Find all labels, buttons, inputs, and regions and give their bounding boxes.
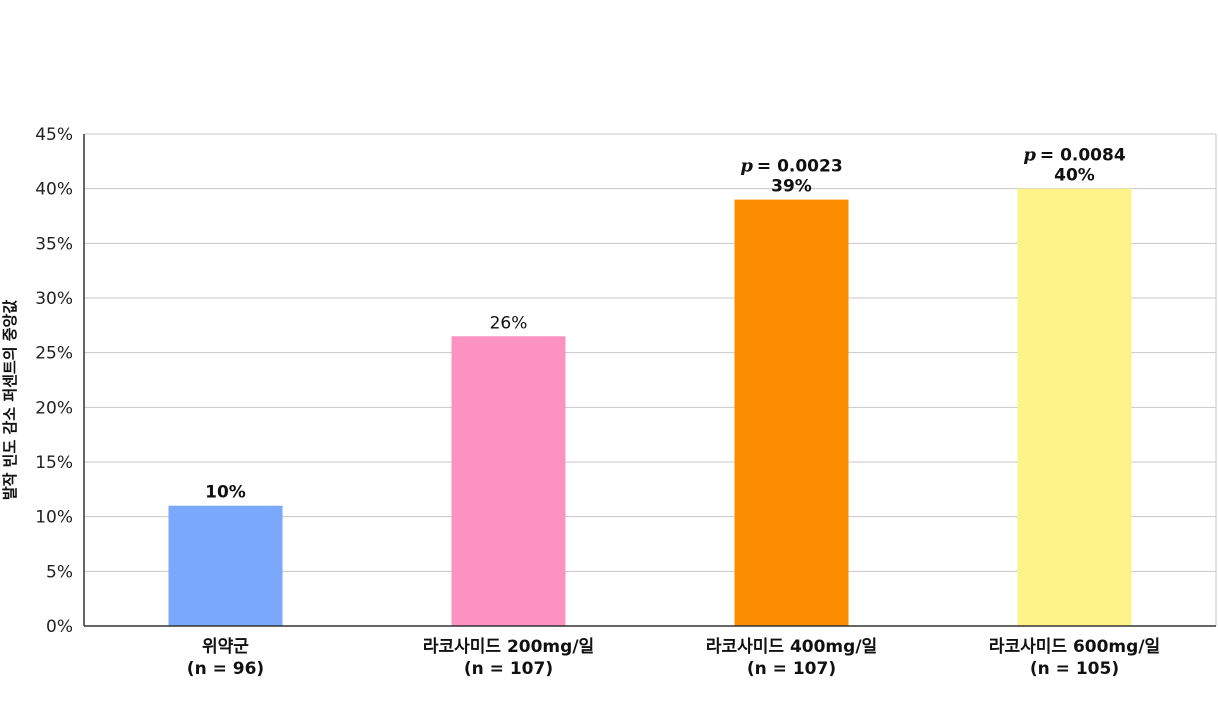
bar-value-label: 10% [205,483,246,503]
category-label: 위약군 [202,636,249,657]
category-n-label: (n = 107) [747,659,836,679]
p-value-label: p = 0.0023 [740,156,842,177]
y-tick-label: 10% [35,508,73,528]
category-n-label: (n = 96) [187,659,264,679]
axes [83,134,1216,627]
y-tick-label: 15% [35,453,73,473]
category-n-label: (n = 105) [1030,659,1119,679]
bar-value-label: 39% [771,177,812,197]
bar [1017,188,1132,626]
category-n-label: (n = 107) [464,659,553,679]
bar [168,505,283,626]
data-labels: 10% 26% 39%p = 0.0023 40%p = 0.0084 [205,145,1126,503]
category-labels: 위약군(n = 96)라코사미드 200mg/일(n = 107)라코사미드 4… [187,636,1160,679]
category-label: 라코사미드 200mg/일 [423,637,594,657]
y-tick-label: 35% [35,234,73,254]
bar-value-label: 26% [490,313,528,333]
y-tick-label: 5% [46,562,73,582]
bar-value-label: 40% [1054,166,1095,186]
bar [451,336,566,626]
category-label: 라코사미드 400mg/일 [706,637,877,657]
y-tick-label: 45% [35,125,73,145]
y-axis-label: 발작 빈도 감소 퍼센트의 중앙값 [1,300,19,500]
bars [168,188,1132,626]
category-label: 라코사미드 600mg/일 [989,637,1160,657]
y-tick-label: 0% [46,617,73,637]
y-tick-labels: 0% 5% 10% 15% 20% 25% 30% 35% 40% 45% [35,125,73,637]
y-tick-label: 25% [35,344,73,364]
bar [734,199,849,626]
y-tick-label: 30% [35,289,73,309]
y-tick-label: 40% [35,180,73,200]
p-value-label: p = 0.0084 [1023,145,1126,166]
y-tick-label: 20% [35,398,73,418]
